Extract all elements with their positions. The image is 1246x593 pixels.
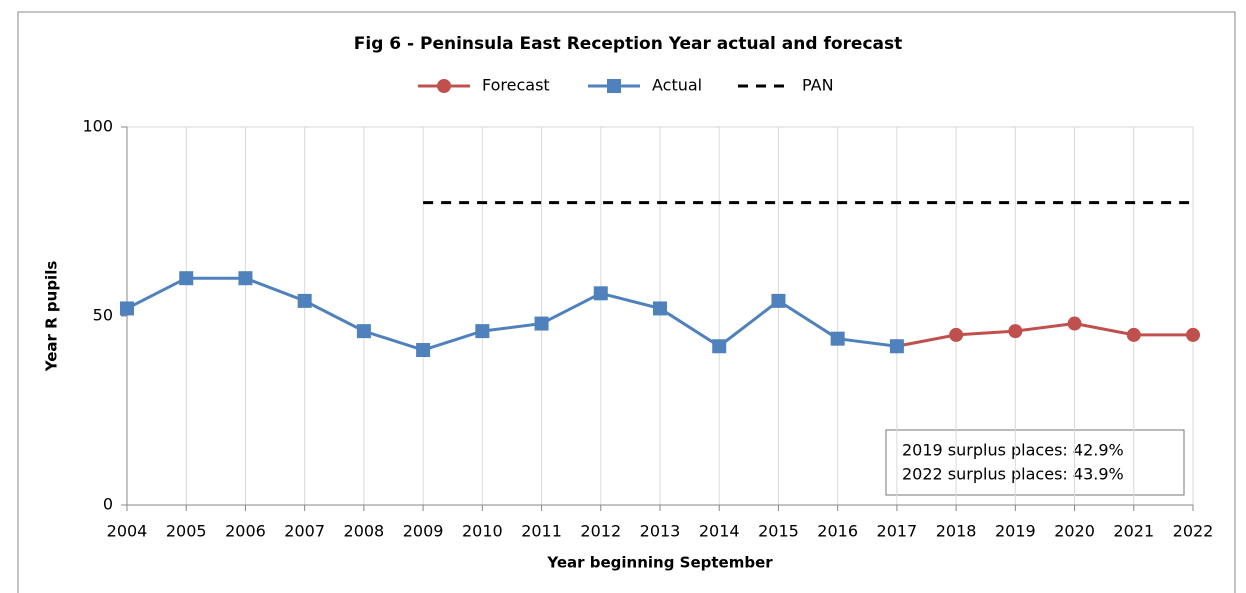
data-point bbox=[830, 331, 845, 346]
data-point bbox=[120, 301, 134, 316]
y-tick-label: 100 bbox=[82, 117, 113, 136]
x-axis-title: Year beginning September bbox=[546, 554, 773, 572]
chart-title: Fig 6 - Peninsula East Reception Year ac… bbox=[354, 34, 903, 54]
x-tick-label: 2012 bbox=[580, 522, 621, 541]
data-point bbox=[297, 293, 312, 308]
annotation-box bbox=[885, 429, 1185, 496]
legend-label: Actual bbox=[652, 76, 702, 95]
x-tick-label: 2008 bbox=[344, 522, 385, 541]
x-tick-label: 2014 bbox=[699, 522, 740, 541]
annotation: 2022 surplus places: 43.9% bbox=[902, 465, 1124, 484]
y-tick-label: 0 bbox=[103, 495, 113, 514]
legend-marker bbox=[607, 79, 621, 93]
x-tick-label: 2019 bbox=[995, 522, 1036, 541]
data-point bbox=[534, 316, 549, 331]
x-tick-label: 2018 bbox=[936, 522, 977, 541]
x-tick-label: 2013 bbox=[640, 522, 681, 541]
data-point bbox=[179, 271, 194, 286]
y-axis-title: Year R pupils bbox=[43, 261, 61, 373]
data-point bbox=[1186, 327, 1200, 342]
x-tick-label: 2017 bbox=[877, 522, 918, 541]
x-tick-label: 2016 bbox=[817, 522, 858, 541]
y-tick-label: 50 bbox=[93, 306, 113, 325]
legend-label: Forecast bbox=[482, 76, 550, 95]
series-line bbox=[896, 322, 1193, 348]
data-point bbox=[1008, 324, 1023, 339]
data-point bbox=[712, 339, 727, 354]
legend-marker bbox=[437, 79, 451, 93]
data-point bbox=[475, 324, 490, 339]
annotation: 2019 surplus places: 42.9% bbox=[902, 441, 1124, 460]
data-point bbox=[771, 293, 786, 308]
data-point bbox=[889, 339, 904, 354]
x-tick-label: 2005 bbox=[166, 522, 207, 541]
data-point bbox=[1067, 316, 1082, 331]
x-tick-label: 2011 bbox=[521, 522, 562, 541]
x-tick-label: 2009 bbox=[403, 522, 444, 541]
data-point bbox=[1126, 327, 1141, 342]
data-point bbox=[356, 324, 371, 339]
data-point bbox=[416, 343, 431, 358]
series-line bbox=[126, 276, 898, 352]
x-tick-label: 2020 bbox=[1054, 522, 1095, 541]
legend-label: PAN bbox=[802, 76, 834, 95]
x-tick-label: 2015 bbox=[758, 522, 799, 541]
data-point bbox=[949, 327, 964, 342]
data-point bbox=[653, 301, 667, 316]
data-point bbox=[238, 271, 253, 286]
x-tick-label: 2006 bbox=[225, 522, 266, 541]
chart-frame bbox=[17, 11, 1236, 593]
x-tick-label: 2022 bbox=[1173, 522, 1214, 541]
x-tick-label: 2004 bbox=[107, 522, 148, 541]
x-tick-label: 2021 bbox=[1113, 522, 1154, 541]
x-tick-label: 2010 bbox=[462, 522, 503, 541]
x-tick-label: 2007 bbox=[284, 522, 325, 541]
data-point bbox=[593, 286, 608, 301]
